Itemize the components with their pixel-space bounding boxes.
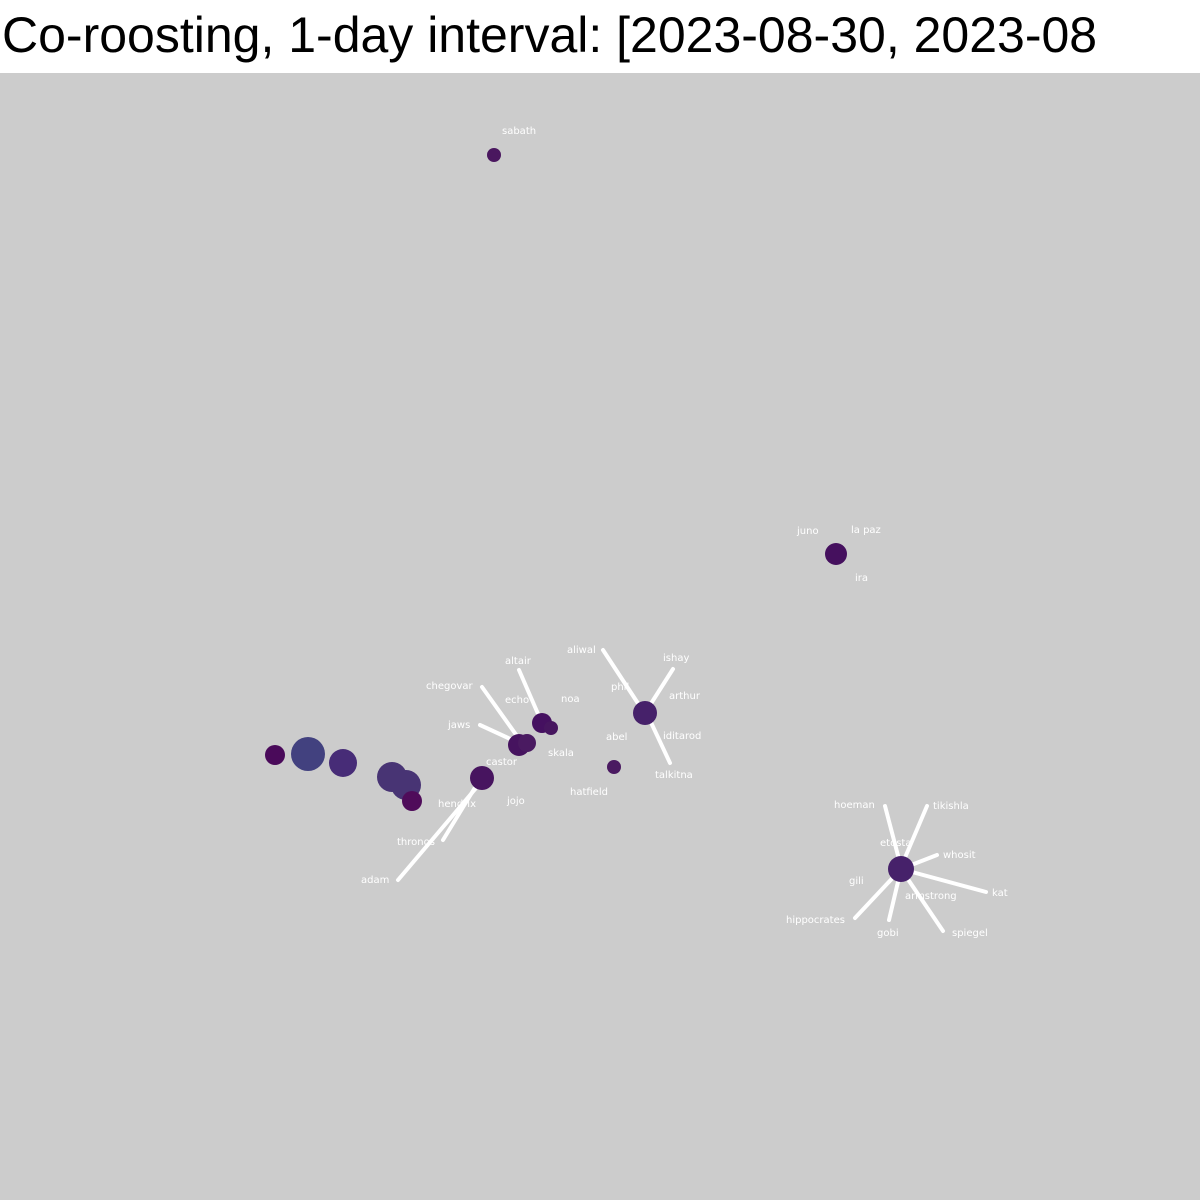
node-label-whosit: whosit: [943, 850, 976, 861]
node-2: [633, 701, 657, 725]
node-label-phil: phil: [611, 682, 629, 693]
plot-area: sabath juno la paz ira aliwal ishay altair phil…: [0, 73, 1200, 1200]
node-label-tikishla: tikishla: [933, 801, 969, 812]
node-9: [265, 745, 285, 765]
node-label-gili: gili: [849, 876, 864, 887]
node-label-skala: skala: [548, 748, 574, 759]
node-11: [329, 749, 357, 777]
edge-0: [601, 648, 645, 713]
node-label-aliwal: aliwal: [567, 645, 596, 656]
node-label-abel: abel: [606, 732, 627, 743]
node-label-etosta: etosta: [880, 838, 911, 849]
title-bar: Co-roosting, 1-day interval: [2023-08-30…: [0, 0, 1200, 73]
node-8: [470, 766, 494, 790]
network-plot: sabath juno la paz ira aliwal ishay altair phil…: [265, 126, 1008, 939]
node-7: [518, 734, 536, 752]
node-0: [487, 148, 501, 162]
node-label-jaws: jaws: [447, 720, 470, 731]
node-label-iditarod: iditarod: [663, 731, 701, 742]
edge-7: [396, 779, 484, 882]
node-label-echo: echo: [505, 695, 529, 706]
chart-title: Co-roosting, 1-day interval: [2023-08-30…: [2, 7, 1098, 63]
node-label-armstrong: armstrong: [905, 891, 957, 902]
node-label-hoeman: hoeman: [834, 800, 875, 811]
node-label-ira: ira: [855, 573, 868, 584]
node-label-hippocrates: hippocrates: [786, 915, 845, 926]
node-label-castor: castor: [486, 757, 518, 768]
node-15: [888, 856, 914, 882]
node-label-hendrix: hendrix: [438, 799, 476, 810]
node-14: [402, 791, 422, 811]
node-label-noa: noa: [561, 694, 580, 705]
node-label-juno: juno: [796, 526, 819, 537]
node-label-la-paz: la paz: [851, 525, 881, 536]
node-label-hatfield: hatfield: [570, 787, 608, 798]
node-label-altair: altair: [505, 656, 532, 667]
edge-11: [899, 867, 988, 894]
nodes-layer: [265, 148, 914, 882]
node-label-gobi: gobi: [877, 928, 899, 939]
node-10: [291, 737, 325, 771]
node-3: [607, 760, 621, 774]
edge-2: [646, 714, 672, 765]
node-label-adam: adam: [361, 875, 389, 886]
labels-layer: sabath juno la paz ira aliwal ishay altair phil…: [361, 126, 1008, 939]
node-label-arthur: arthur: [669, 691, 701, 702]
node-5: [544, 721, 558, 735]
node-label-talkitna: talkitna: [655, 770, 693, 781]
edge-4: [480, 685, 524, 745]
node-label-chegovar: chegovar: [426, 681, 474, 692]
node-label-ishay: ishay: [663, 653, 689, 664]
node-label-kat: kat: [992, 888, 1008, 899]
node-1: [825, 543, 847, 565]
node-label-spiegel: spiegel: [952, 928, 988, 939]
node-label-sabath: sabath: [502, 126, 536, 137]
node-label-thronos: thronos: [397, 837, 435, 848]
node-label-jojo: jojo: [506, 796, 525, 807]
